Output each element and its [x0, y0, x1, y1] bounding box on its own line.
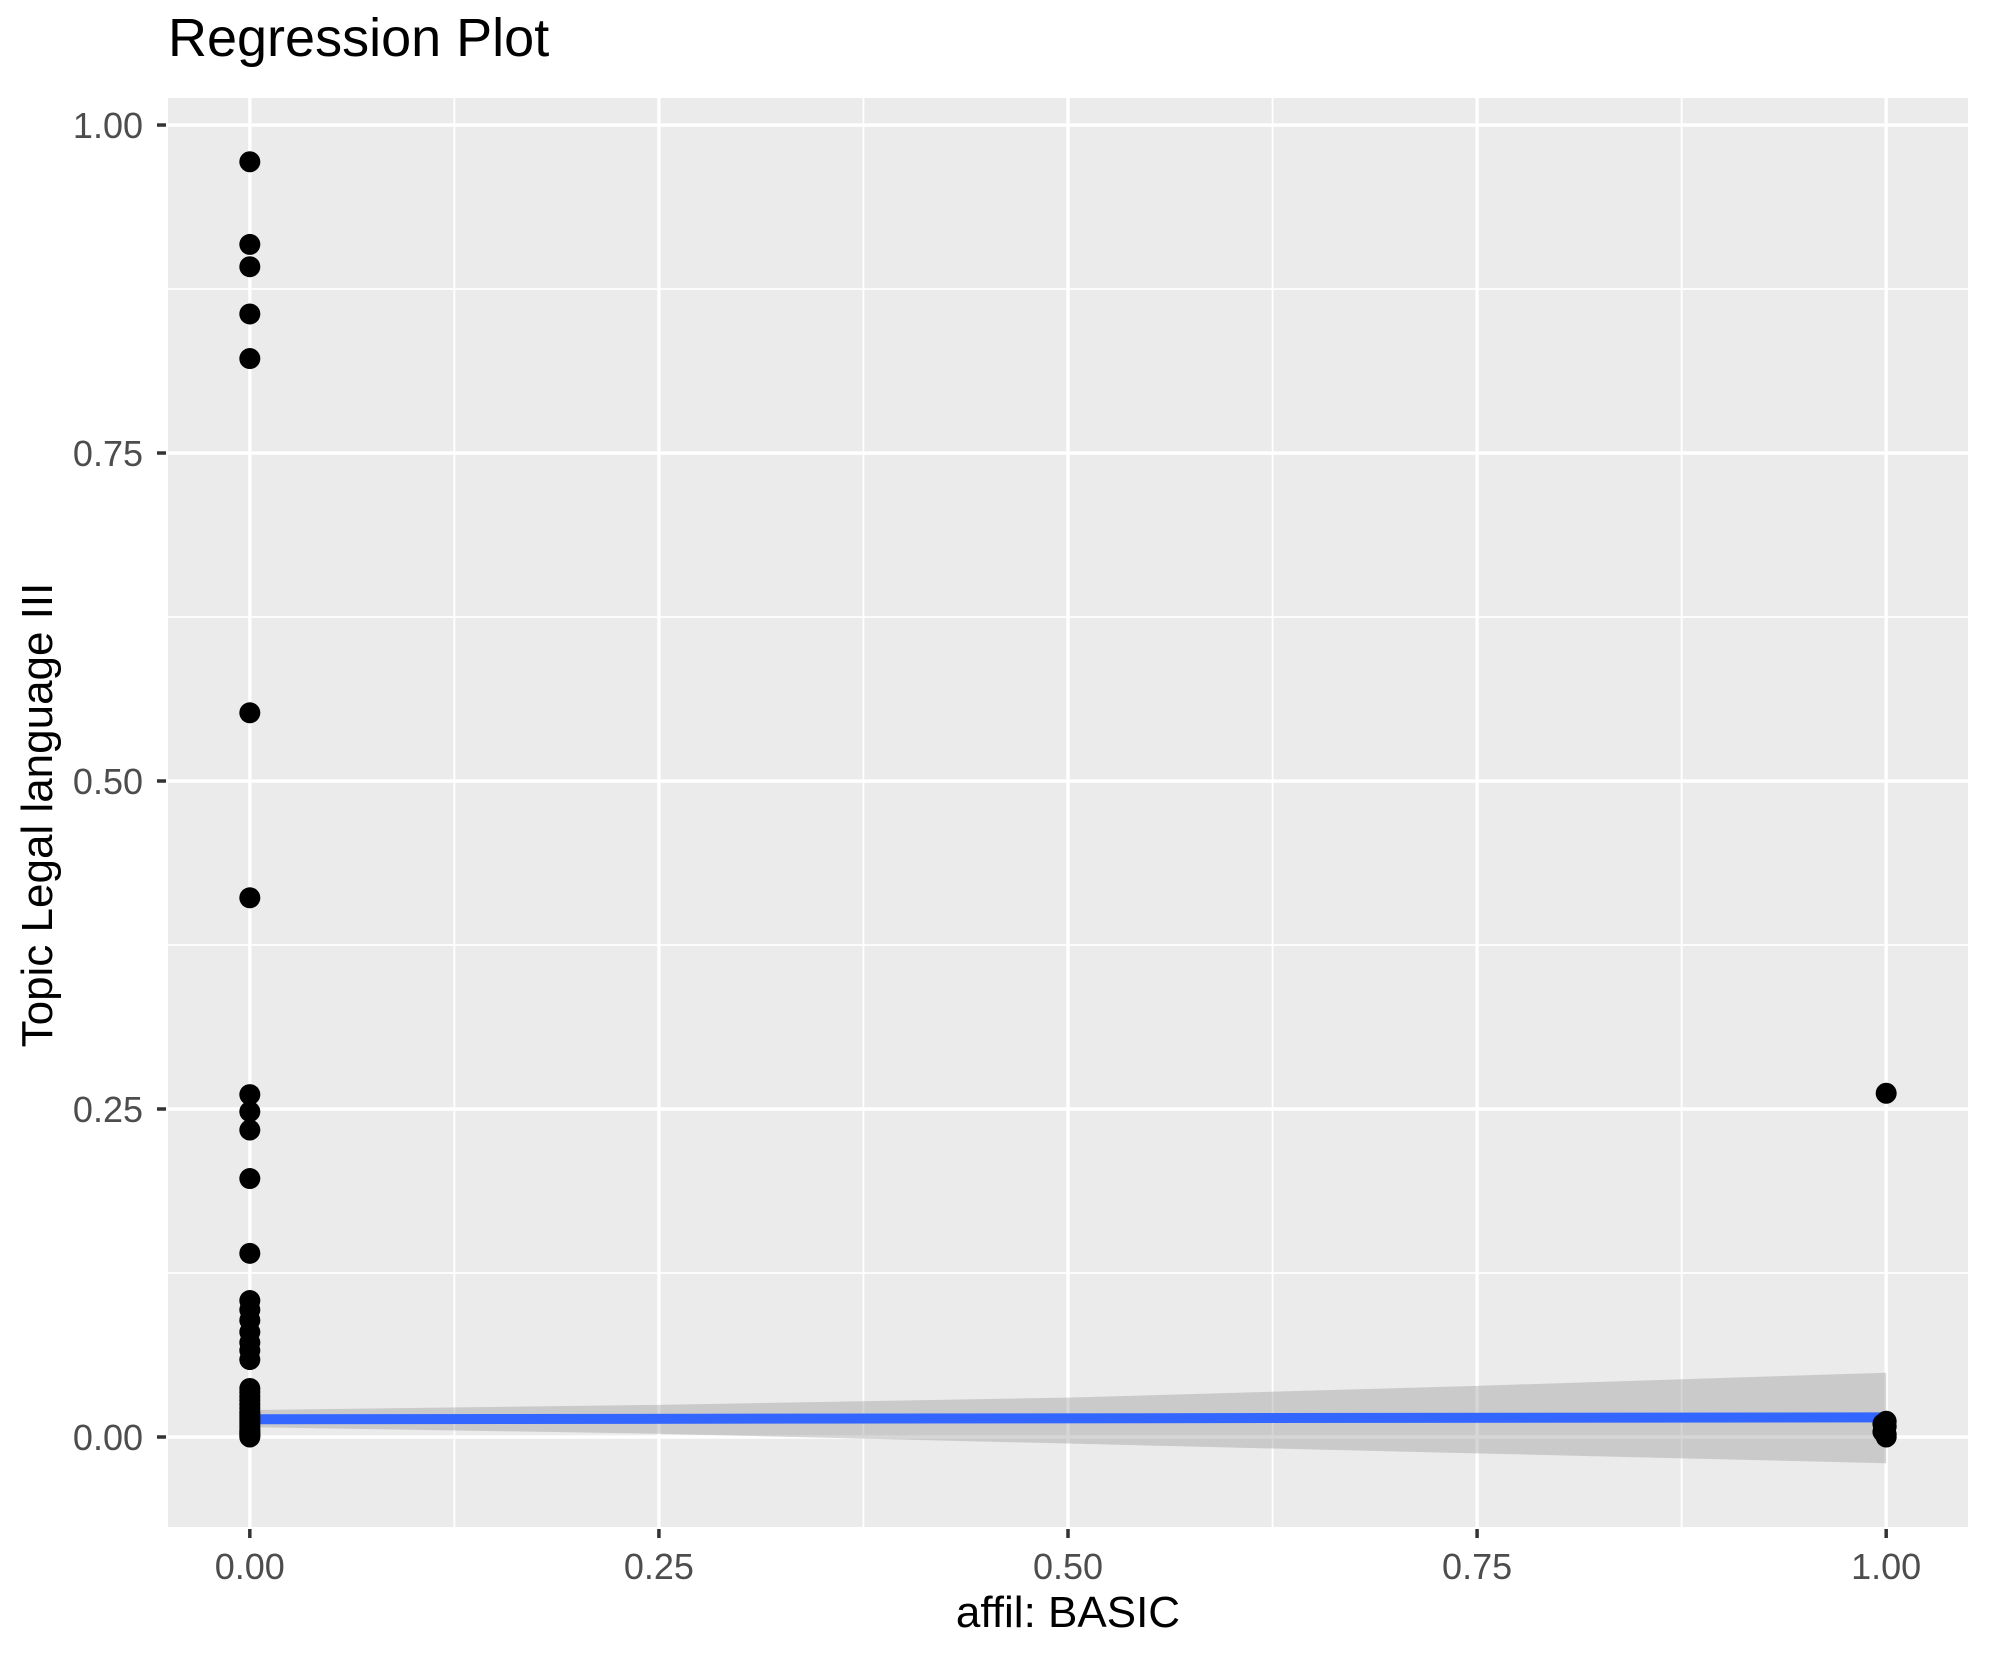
data-point: [239, 1119, 261, 1141]
data-point: [239, 348, 261, 370]
data-point: [239, 1426, 261, 1448]
y-tick-label: 1.00: [73, 105, 143, 146]
y-axis-title: Topic Legal language III: [13, 582, 62, 1048]
data-point: [239, 1242, 261, 1264]
regression-line: [249, 1412, 1887, 1425]
y-tick-label: 0.50: [73, 761, 143, 802]
plot-title: Regression Plot: [168, 8, 550, 68]
y-tick-label: 0.00: [73, 1417, 143, 1458]
data-point: [239, 887, 261, 909]
data-point: [239, 303, 261, 325]
x-axis-title: affil: BASIC: [955, 1588, 1181, 1637]
data-point: [239, 151, 261, 173]
data-point: [239, 1168, 261, 1190]
data-point: [239, 256, 261, 278]
y-tick-label: 0.25: [73, 1089, 143, 1130]
data-point: [239, 1084, 261, 1106]
x-tick-label: 0.25: [624, 1546, 694, 1587]
data-point: [239, 1349, 261, 1371]
x-tick-label: 0.50: [1033, 1546, 1103, 1587]
x-tick-label: 0.00: [215, 1546, 285, 1587]
data-point: [239, 702, 261, 724]
data-point: [1875, 1082, 1897, 1104]
x-tick-label: 1.00: [1851, 1546, 1921, 1587]
data-point: [1875, 1426, 1897, 1448]
data-point: [239, 233, 261, 255]
y-tick-label: 0.75: [73, 433, 143, 474]
x-tick-label: 0.75: [1442, 1546, 1512, 1587]
data-point: [239, 1101, 261, 1123]
